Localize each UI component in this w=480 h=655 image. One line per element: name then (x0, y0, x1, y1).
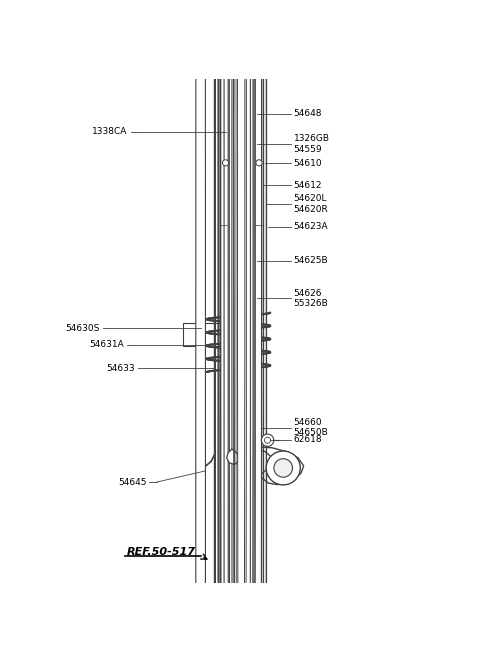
Ellipse shape (219, 0, 263, 655)
Ellipse shape (221, 0, 262, 655)
Ellipse shape (262, 434, 274, 446)
Ellipse shape (233, 0, 249, 655)
Polygon shape (242, 447, 304, 485)
Ellipse shape (238, 0, 245, 655)
Ellipse shape (229, 0, 255, 655)
Text: 1338CA: 1338CA (92, 127, 128, 136)
Ellipse shape (234, 0, 248, 655)
Text: 54626
55326B: 54626 55326B (294, 289, 328, 309)
Text: 54623A: 54623A (294, 223, 328, 231)
Ellipse shape (223, 0, 259, 655)
Text: 54648: 54648 (294, 109, 322, 119)
Ellipse shape (228, 0, 254, 655)
Text: 54610: 54610 (294, 159, 322, 168)
Ellipse shape (222, 160, 228, 166)
Text: 54633: 54633 (107, 364, 135, 373)
Ellipse shape (218, 0, 266, 655)
Polygon shape (228, 449, 272, 482)
Text: 54645: 54645 (118, 477, 146, 487)
Ellipse shape (219, 0, 264, 655)
Ellipse shape (274, 458, 292, 477)
Text: 54625B: 54625B (294, 256, 328, 265)
Ellipse shape (236, 0, 246, 655)
Text: 62618: 62618 (294, 435, 322, 444)
Ellipse shape (238, 0, 245, 655)
Ellipse shape (230, 0, 252, 655)
Ellipse shape (229, 0, 253, 655)
Text: 54612: 54612 (294, 181, 322, 189)
Ellipse shape (233, 0, 249, 115)
Ellipse shape (232, 0, 251, 655)
Ellipse shape (234, 0, 245, 655)
Ellipse shape (239, 0, 246, 655)
Text: 54631A: 54631A (89, 341, 124, 349)
Ellipse shape (236, 0, 246, 655)
Polygon shape (227, 449, 239, 464)
Ellipse shape (266, 451, 300, 485)
Text: 54660
54650B: 54660 54650B (294, 418, 328, 438)
Ellipse shape (196, 0, 205, 655)
Text: 1326GB
54559: 1326GB 54559 (294, 134, 330, 154)
Ellipse shape (256, 160, 262, 166)
Ellipse shape (264, 437, 271, 443)
Bar (231, 404, 252, 452)
Text: 54630S: 54630S (65, 324, 100, 333)
Text: 54620L
54620R: 54620L 54620R (294, 194, 328, 214)
Text: REF.50-517: REF.50-517 (127, 547, 196, 557)
